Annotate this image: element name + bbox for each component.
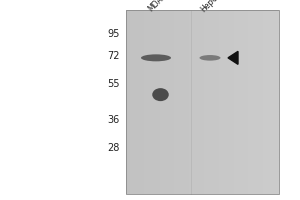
Text: 36: 36 [108, 115, 120, 125]
Ellipse shape [200, 55, 220, 61]
Text: HepG2: HepG2 [199, 0, 224, 14]
Text: MDA-MB231: MDA-MB231 [147, 0, 186, 14]
Bar [126, 10, 279, 194]
Ellipse shape [152, 88, 169, 101]
Text: 72: 72 [107, 51, 120, 61]
Polygon shape [228, 51, 238, 64]
Text: 55: 55 [107, 79, 120, 89]
Text: 95: 95 [108, 29, 120, 39]
Ellipse shape [141, 54, 171, 61]
Text: 28: 28 [108, 143, 120, 153]
